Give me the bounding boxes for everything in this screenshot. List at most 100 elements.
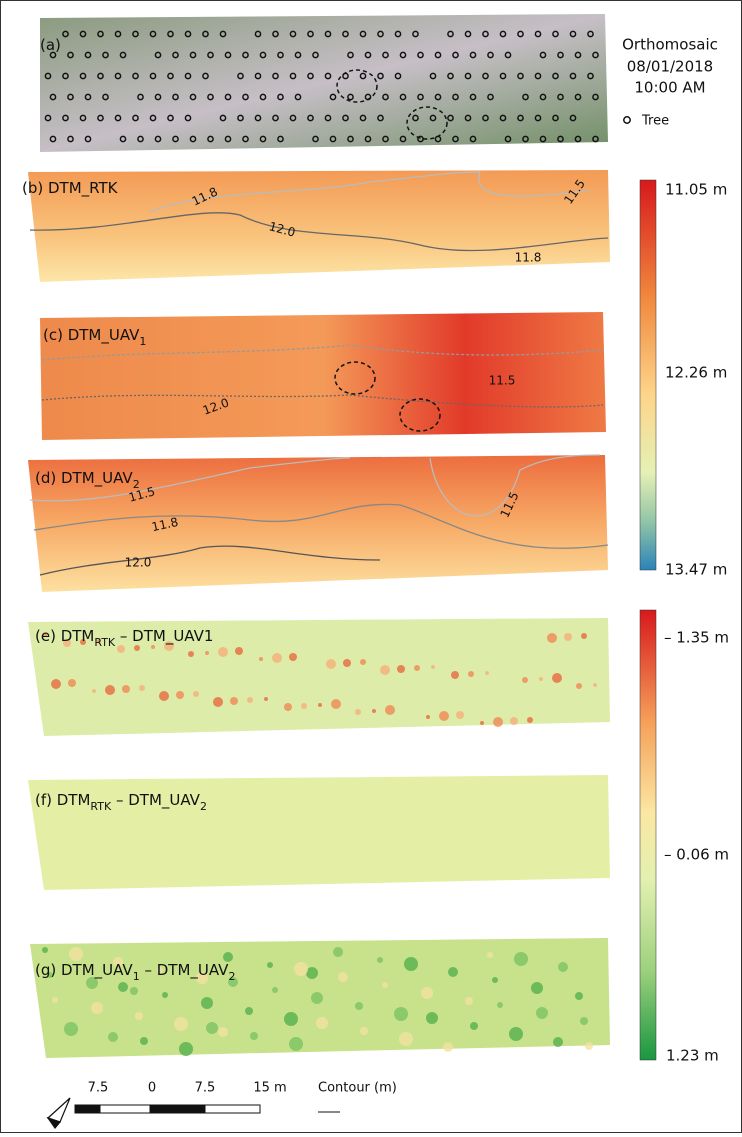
tree-marker <box>394 30 402 38</box>
tree-marker <box>522 135 529 143</box>
scale-label: 0 <box>148 1081 156 1096</box>
difference-map <box>28 775 610 890</box>
tree-marker <box>154 135 162 143</box>
tree-marker <box>137 93 144 101</box>
tree-marker <box>574 135 582 143</box>
tree-legend-label: Tree <box>641 114 669 129</box>
difference-spot <box>151 645 155 649</box>
difference-spot <box>575 992 583 1000</box>
difference-spot <box>91 1002 103 1014</box>
dtm-uav1-map <box>40 312 606 440</box>
tree-marker <box>224 93 232 101</box>
panel-label: (g) DTM_UAV1 – DTM_UAV2 <box>35 961 235 983</box>
difference-spot <box>581 633 587 639</box>
difference-spot <box>218 1027 228 1037</box>
difference-spot <box>259 657 263 661</box>
tree-marker <box>62 30 69 38</box>
tree-markers <box>44 30 599 143</box>
tree-marker <box>447 114 454 122</box>
tree-marker <box>79 114 87 122</box>
difference-spot <box>284 703 292 711</box>
tree-marker <box>224 135 232 143</box>
tree-marker <box>552 114 559 122</box>
scale-label: 15 m <box>253 1081 286 1096</box>
tree-marker <box>277 135 284 143</box>
difference-spot <box>394 1007 408 1021</box>
tree-marker <box>377 114 384 122</box>
tree-legend-symbol <box>623 116 631 124</box>
difference-spot <box>164 641 174 651</box>
tree-marker <box>399 135 407 143</box>
tree-marker <box>469 51 477 59</box>
colorbar-label: 12.26 m <box>665 364 727 382</box>
tree-marker <box>219 114 227 122</box>
difference-spot <box>414 665 420 671</box>
tree-marker <box>447 30 454 38</box>
tree-marker <box>487 93 494 101</box>
difference-spot <box>404 957 418 971</box>
tree-marker <box>464 72 472 80</box>
tree-marker <box>539 93 547 101</box>
label-text: (c) DTM_UAV <box>43 326 140 345</box>
panel-label: (e) DTMRTK – DTM_UAV1 <box>35 627 213 649</box>
tree-marker <box>364 135 372 143</box>
scale-label: 7.5 <box>88 1081 109 1096</box>
tree-marker <box>469 135 477 143</box>
tree-marker <box>347 51 354 59</box>
tree-marker <box>84 93 92 101</box>
tree-marker <box>329 135 337 143</box>
tree-marker <box>172 93 179 101</box>
tree-marker <box>592 93 599 101</box>
difference-spot <box>69 947 83 961</box>
tree-marker <box>207 135 214 143</box>
difference-spot <box>497 1002 503 1008</box>
difference-spot <box>284 1012 298 1026</box>
difference-spot <box>553 1037 563 1047</box>
difference-spot <box>443 1042 453 1052</box>
tree-marker <box>272 114 279 122</box>
difference-spot <box>113 957 123 967</box>
label-text: – DTM_UAV1 <box>115 627 213 646</box>
tree-marker <box>289 30 297 38</box>
difference-spot <box>272 653 282 663</box>
difference-spot <box>92 689 96 693</box>
tree-marker <box>447 72 454 80</box>
colorbar-label: – 1.35 m <box>664 629 729 647</box>
tree-marker <box>539 135 547 143</box>
tree-marker <box>294 93 302 101</box>
difference-spot <box>196 972 208 984</box>
tree-marker <box>534 72 542 80</box>
tree-marker <box>429 72 437 80</box>
tree-marker <box>377 30 384 38</box>
difference-spot <box>397 665 405 673</box>
difference-spot <box>385 705 395 715</box>
difference-spot <box>360 659 366 665</box>
difference-spot <box>51 679 61 689</box>
tree-marker <box>67 93 74 101</box>
difference-spot <box>201 997 213 1009</box>
tree-marker <box>399 51 407 59</box>
map-title: 08/01/2018 <box>627 58 713 76</box>
difference-spot <box>468 671 474 677</box>
tree-marker <box>382 93 389 101</box>
tree-marker <box>487 51 494 59</box>
colorbar-label: 1.23 m <box>666 1047 719 1065</box>
difference-spot <box>485 671 489 675</box>
difference-spot <box>492 977 498 983</box>
contour-label: 12.0 <box>267 219 296 239</box>
difference-spot <box>68 679 76 687</box>
difference-spot <box>264 697 268 701</box>
difference-spot <box>372 709 376 713</box>
tree-marker <box>347 93 354 101</box>
tree-marker <box>329 93 337 101</box>
tree-marker <box>202 72 209 80</box>
difference-spot <box>360 1027 368 1035</box>
difference-spot <box>318 703 322 707</box>
tree-marker <box>364 51 372 59</box>
difference-spot <box>527 717 533 723</box>
tree-marker <box>289 72 297 80</box>
difference-spot <box>47 972 53 978</box>
colorbar-label: 13.47 m <box>665 561 727 579</box>
tree-marker <box>574 93 582 101</box>
tree-marker <box>587 72 594 80</box>
